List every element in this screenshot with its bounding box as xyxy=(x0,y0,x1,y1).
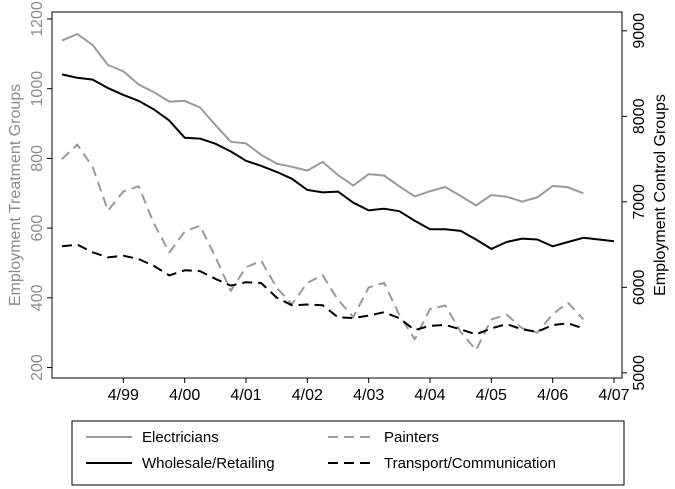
right-axis-title: Employment Control Groups xyxy=(652,94,669,296)
legend: Electricians Painters Wholesale/Retailing T… xyxy=(86,429,556,472)
x-tick-label: 4/07 xyxy=(598,387,629,404)
right-axis: 5000 6000 7000 8000 9000 xyxy=(622,13,648,391)
x-tick-label: 4/99 xyxy=(108,387,139,404)
right-tick-label: 5000 xyxy=(631,355,648,391)
series-line-electricians xyxy=(61,33,584,207)
x-tick-label: 4/03 xyxy=(353,387,384,404)
left-tick-label: 400 xyxy=(29,284,46,311)
x-tick-label: 4/06 xyxy=(537,387,568,404)
legend-label-wholesale-retailing: Wholesale/Retailing xyxy=(142,455,275,472)
series-line-wholesale-retailing xyxy=(61,73,615,250)
left-tick-label: 800 xyxy=(29,145,46,172)
legend-label-transport-communication: Transport/Communication xyxy=(384,455,556,472)
x-tick-label: 4/00 xyxy=(169,387,200,404)
series-layer xyxy=(61,33,615,352)
legend-label-painters: Painters xyxy=(384,429,439,446)
series-line-painters xyxy=(61,143,585,352)
x-tick-label: 4/02 xyxy=(292,387,323,404)
right-tick-label: 9000 xyxy=(631,13,648,49)
left-tick-label: 1200 xyxy=(29,1,46,37)
left-tick-label: 1000 xyxy=(29,71,46,107)
legend-label-electricians: Electricians xyxy=(142,429,219,446)
x-axis: 4/99 4/00 4/01 4/02 4/03 4/04 4/05 4/06 4/07 xyxy=(108,378,630,404)
right-tick-label: 8000 xyxy=(631,98,648,134)
x-tick-label: 4/01 xyxy=(230,387,261,404)
left-tick-label: 200 xyxy=(29,354,46,381)
left-axis-title: Employment Treatment Groups xyxy=(7,84,24,306)
x-tick-label: 4/04 xyxy=(414,387,445,404)
left-axis: 200 400 600 800 1000 1200 xyxy=(29,1,52,381)
x-tick-label: 4/05 xyxy=(476,387,507,404)
series-line-transport-communication xyxy=(61,243,584,336)
legend-box xyxy=(71,420,625,486)
right-tick-label: 6000 xyxy=(631,269,648,305)
plot-frame xyxy=(51,11,623,379)
left-tick-label: 600 xyxy=(29,215,46,242)
right-tick-label: 7000 xyxy=(631,184,648,220)
